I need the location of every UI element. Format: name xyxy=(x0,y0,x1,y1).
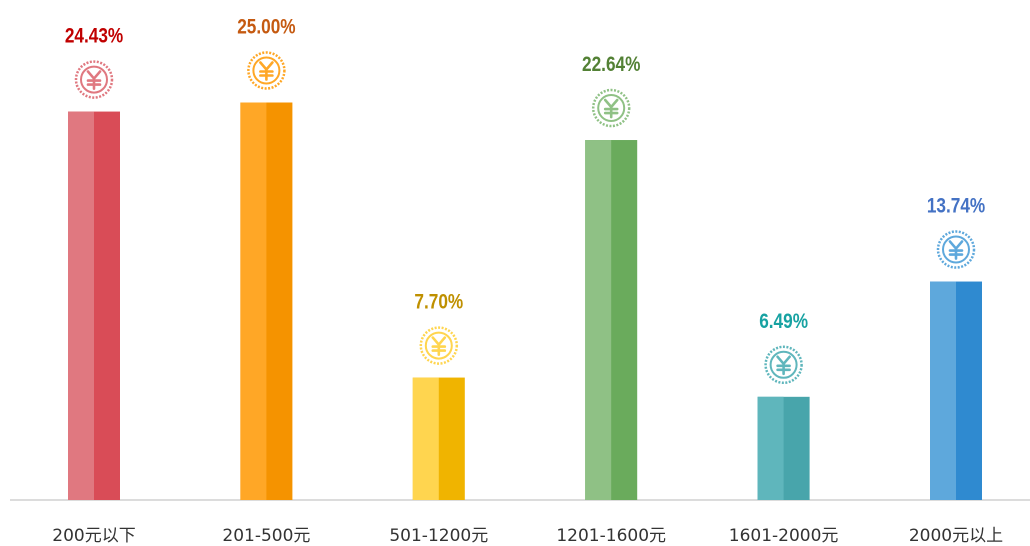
bar-group: 25.00% xyxy=(237,16,296,500)
coin-yen xyxy=(603,98,619,119)
coin-ring xyxy=(247,51,286,90)
value-label: 6.49% xyxy=(759,310,808,333)
coin-inner xyxy=(80,65,108,94)
value-label: 24.43% xyxy=(65,25,123,48)
bar-highlight xyxy=(412,377,439,500)
coin-yen xyxy=(86,70,102,90)
coin-ring xyxy=(74,60,114,99)
bar-highlight xyxy=(585,140,612,501)
value-label: 7.70% xyxy=(414,291,463,314)
coin-yen xyxy=(776,355,791,376)
coin-inner xyxy=(942,235,970,264)
coin-ring xyxy=(936,230,976,269)
x-tick-label: 200元以下 xyxy=(52,526,135,546)
value-label: 22.64% xyxy=(582,54,640,77)
coin-inner xyxy=(769,350,798,379)
x-tick-label: 201-500元 xyxy=(222,526,310,546)
x-tick-label: 501-1200元 xyxy=(389,526,488,546)
bar-highlight xyxy=(68,111,94,501)
coin-yen xyxy=(431,336,447,356)
x-tick-label: 2000元以上 xyxy=(909,526,1003,546)
x-tick-label: 1201-1600元 xyxy=(556,526,666,546)
bar-group: 7.70% xyxy=(412,291,465,500)
value-label: 13.74% xyxy=(927,195,985,218)
coin-yen xyxy=(948,240,964,260)
bar-group: 24.43% xyxy=(65,25,123,501)
bar-group: 22.64% xyxy=(582,54,640,501)
value-label: 25.00% xyxy=(237,16,295,39)
coin-ring xyxy=(591,88,631,128)
coin-ring xyxy=(419,326,459,365)
bar-highlight xyxy=(240,102,267,500)
bar-highlight xyxy=(930,281,956,500)
coin-inner xyxy=(424,331,453,360)
coin-yen xyxy=(259,61,274,81)
bar-group: 6.49% xyxy=(757,310,810,500)
coin-ring xyxy=(764,345,803,385)
coin-inner xyxy=(252,56,281,85)
bar-group: 13.74% xyxy=(927,195,985,500)
x-tick-label: 1601-2000元 xyxy=(729,526,839,546)
bar-highlight xyxy=(757,396,784,500)
coin-inner xyxy=(597,94,626,123)
